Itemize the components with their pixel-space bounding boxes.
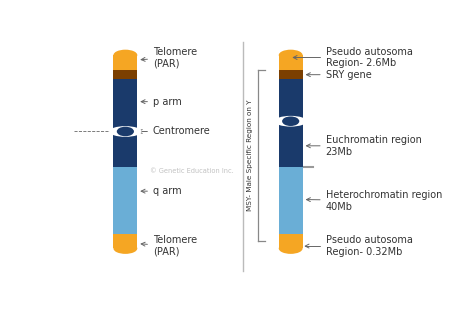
- Bar: [279, 167, 302, 234]
- Bar: [279, 55, 302, 70]
- Text: SRY gene: SRY gene: [307, 70, 371, 80]
- Bar: [113, 167, 137, 234]
- Bar: [113, 124, 137, 139]
- Bar: [113, 139, 137, 167]
- Bar: [113, 55, 137, 70]
- Bar: [279, 124, 302, 167]
- Ellipse shape: [279, 50, 302, 60]
- Text: p arm: p arm: [141, 97, 182, 107]
- Ellipse shape: [113, 243, 137, 254]
- Ellipse shape: [282, 117, 299, 126]
- Text: Telomere
(PAR): Telomere (PAR): [141, 235, 197, 257]
- Text: q arm: q arm: [141, 186, 182, 196]
- Bar: [113, 234, 137, 248]
- Text: Telomere
(PAR): Telomere (PAR): [141, 47, 197, 68]
- Text: Pseudo autosoma
Region- 2.6Mb: Pseudo autosoma Region- 2.6Mb: [293, 47, 412, 68]
- Bar: [113, 79, 137, 124]
- Text: Heterochromatin region
40Mb: Heterochromatin region 40Mb: [307, 190, 442, 211]
- Ellipse shape: [279, 243, 302, 254]
- Text: Euchromatin region
23Mb: Euchromatin region 23Mb: [307, 135, 421, 157]
- Text: MSY- Male Specific Region on Y: MSY- Male Specific Region on Y: [247, 100, 253, 211]
- Text: Centromere: Centromere: [138, 126, 210, 136]
- Text: © Genetic Education Inc.: © Genetic Education Inc.: [150, 168, 233, 174]
- Bar: [279, 79, 302, 124]
- Ellipse shape: [109, 126, 142, 137]
- Bar: [279, 70, 302, 79]
- Ellipse shape: [113, 50, 137, 60]
- Text: Pseudo autosoma
Region- 0.32Mb: Pseudo autosoma Region- 0.32Mb: [305, 235, 412, 257]
- Ellipse shape: [274, 116, 307, 126]
- Ellipse shape: [117, 127, 134, 136]
- Bar: [113, 70, 137, 79]
- Bar: [279, 234, 302, 248]
